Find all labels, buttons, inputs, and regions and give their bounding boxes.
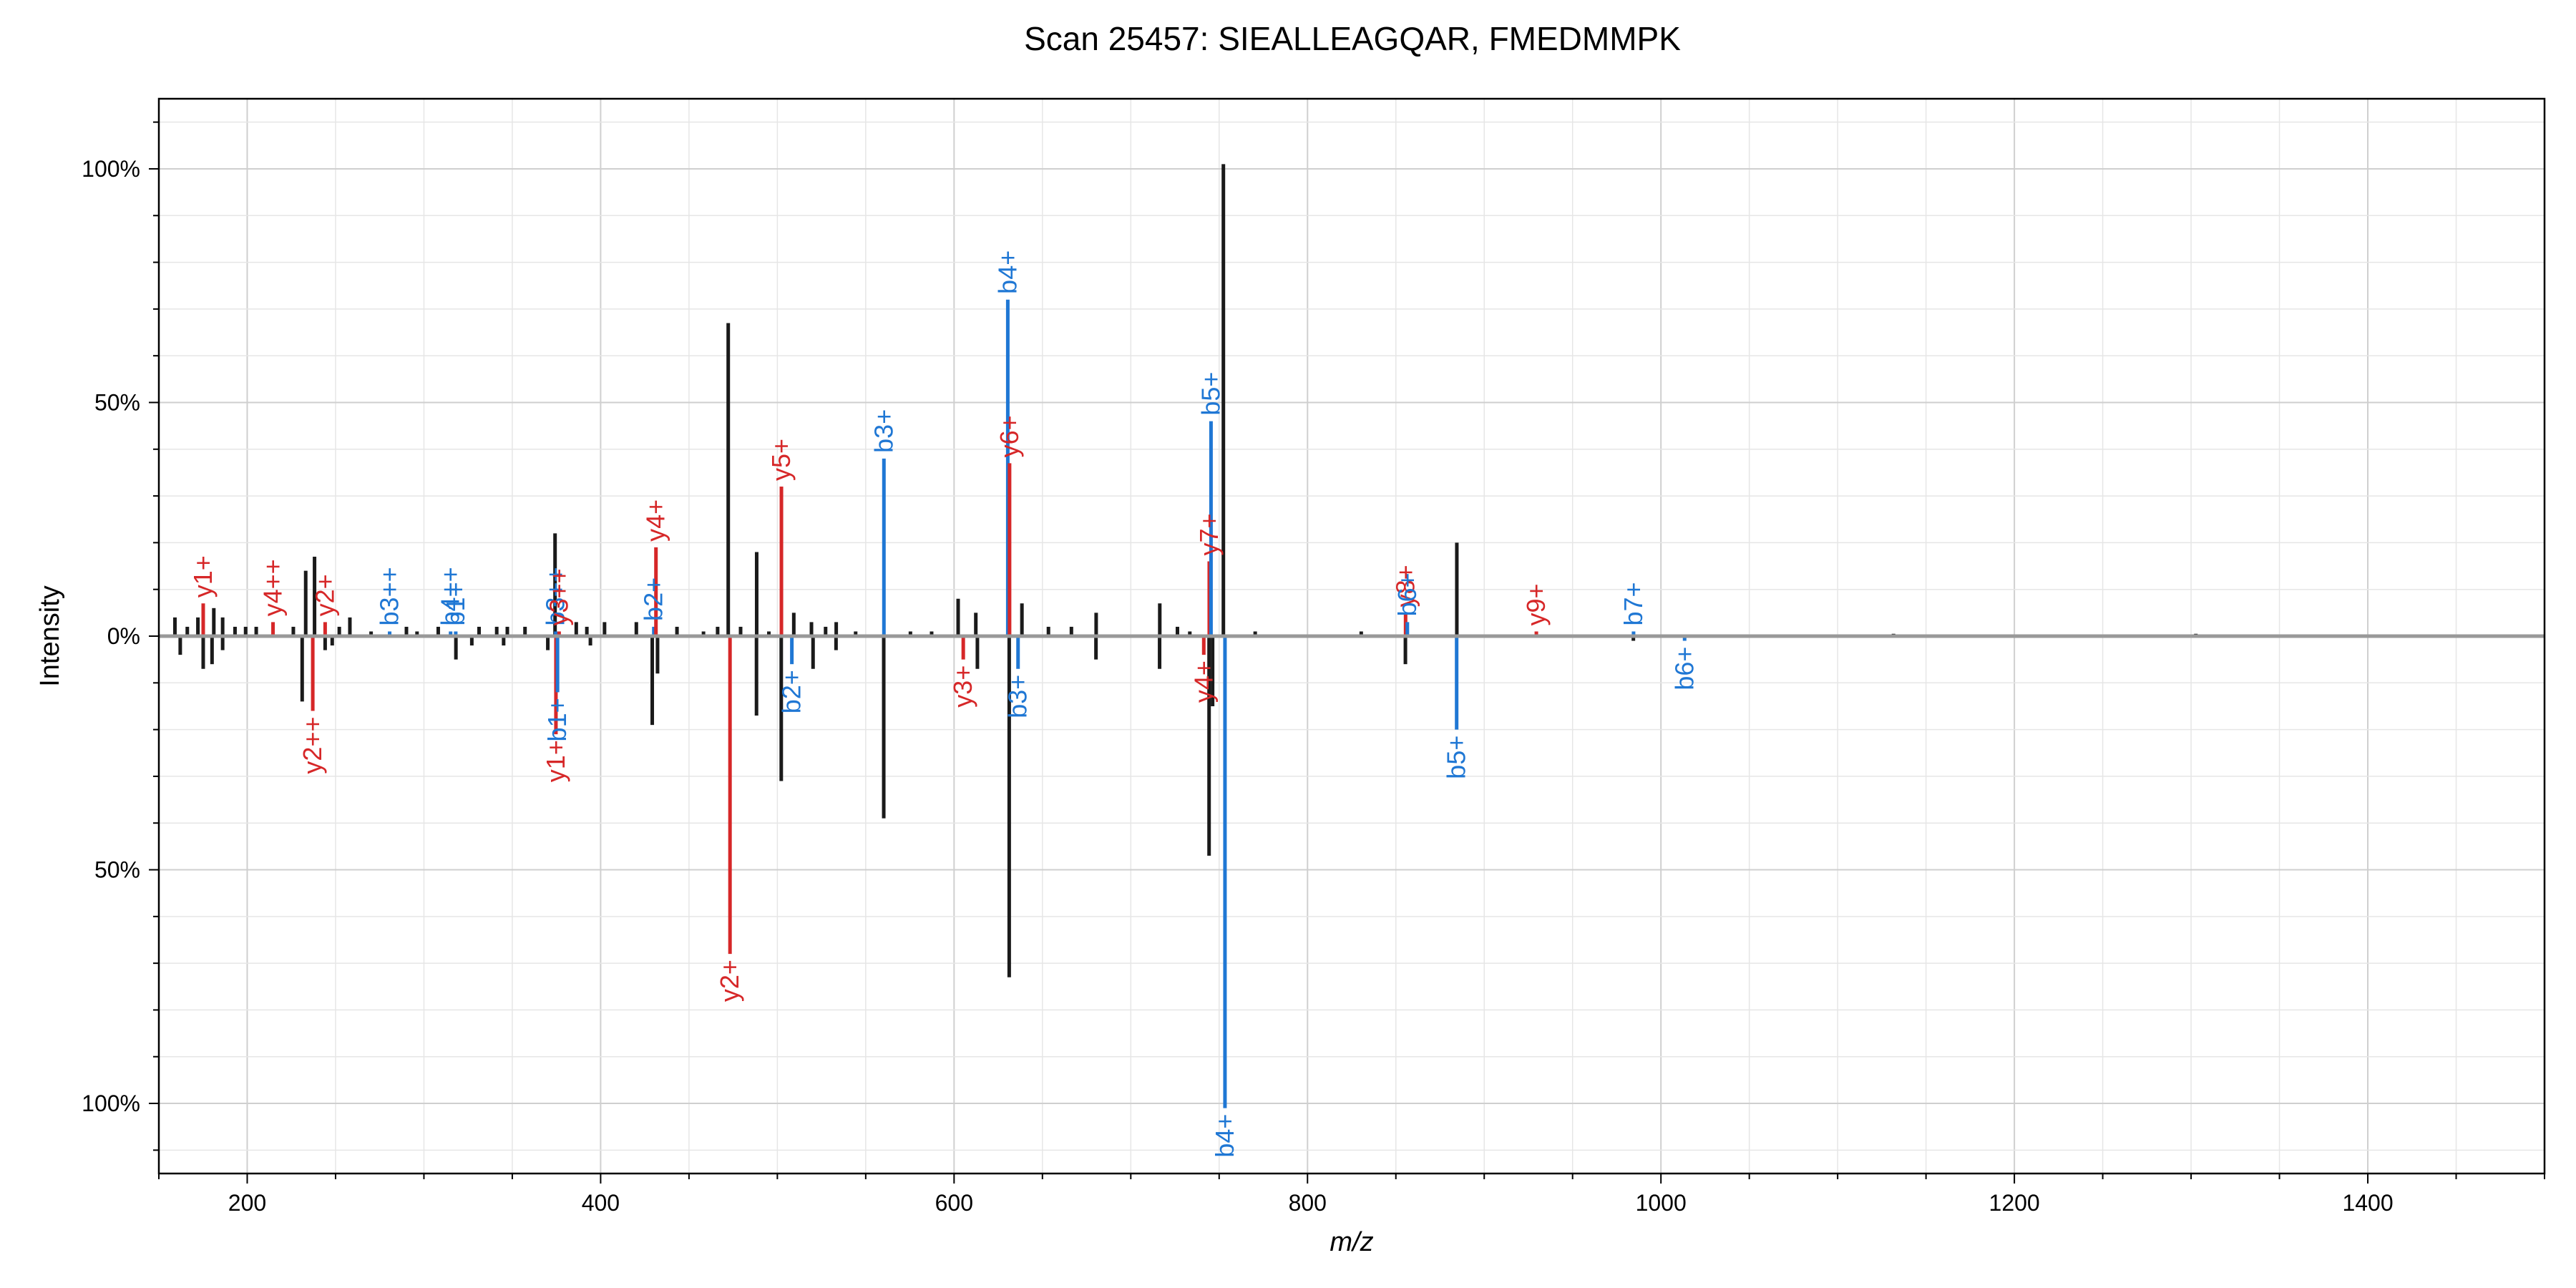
x-axis: 200 400 600 800 1000 1200 1400 <box>158 1174 2545 1216</box>
x-axis-label: m/z <box>1330 1227 1373 1257</box>
ion-labels: y1+ y4++ y2+ b3++ b4++b1+ b3++y3++ b2+y4+y5+b3… <box>188 250 1699 1158</box>
y-tick-label: 100% <box>82 1091 140 1116</box>
x-tick-label: 400 <box>582 1190 620 1216</box>
top-ion-label: b3+ <box>869 409 898 453</box>
top-ion-label: y4+ <box>641 499 670 542</box>
top-ion-label: b6+ <box>1392 572 1422 616</box>
top-ion-label: b3++ <box>375 567 404 625</box>
top-ion-label: y8+ <box>1390 565 1420 607</box>
top-ion-label: b4+ <box>992 250 1022 294</box>
bottom-ion-label: b1+ <box>542 698 572 741</box>
y-tick-label: 50% <box>94 857 140 883</box>
chart-title: Scan 25457: SIEALLEAGQAR, FMEDMMPK <box>1024 20 1681 57</box>
top-ion-label: b2+ <box>639 577 668 621</box>
bottom-ion-label: b2+ <box>777 670 806 713</box>
y-tick-label: 100% <box>82 156 140 182</box>
top-ion-label: b5+ <box>1196 372 1225 416</box>
x-tick-label: 600 <box>935 1190 973 1216</box>
y-axis: 100% 50% 0% 50% 100% <box>82 121 159 1151</box>
top-ion-label: y5+ <box>766 439 796 481</box>
y-tick-label: 0% <box>107 623 140 649</box>
top-ion-label: b7+ <box>1619 582 1648 625</box>
top-ion-label: y6+ <box>995 415 1024 457</box>
y-tick-label: 50% <box>94 389 140 415</box>
bottom-ion-label: y3+ <box>948 665 977 708</box>
y-axis-label: Intensity <box>35 585 65 687</box>
bottom-ion-label: y2++ <box>298 716 327 774</box>
top-ion-label: y1+ <box>188 555 218 597</box>
top-ion-label: b3++ <box>541 567 570 625</box>
bottom-ion-label: b5+ <box>1442 736 1471 779</box>
x-tick-label: 800 <box>1289 1190 1327 1216</box>
bottom-ion-label: b6+ <box>1669 647 1699 691</box>
top-ion-label: y4++ <box>258 559 288 616</box>
x-tick-label: 1200 <box>1989 1190 2040 1216</box>
top-ion-label: b1+ <box>441 582 470 625</box>
bottom-ion-label: y2+ <box>715 960 744 1002</box>
top-ion-label: y9+ <box>1521 583 1551 625</box>
top-ion-label: y3++ <box>544 568 573 625</box>
bottom-spectrum-peaks <box>178 636 1687 1108</box>
bottom-ion-label: y4+ <box>1189 660 1218 703</box>
top-ion-label: b4++ <box>436 567 465 625</box>
bottom-ion-label: b3+ <box>1003 675 1033 718</box>
top-ion-label: y7+ <box>1194 513 1224 555</box>
x-tick-label: 200 <box>228 1190 266 1216</box>
top-ion-label: y2+ <box>310 574 339 616</box>
bottom-ion-label: b4+ <box>1210 1114 1239 1158</box>
x-tick-label: 1400 <box>2342 1190 2393 1216</box>
plot-area: y1+ y4++ y2+ b3++ b4++b1+ b3++y3++ b2+y4+y5+b3… <box>159 164 2545 1158</box>
bottom-ion-label: y1+ <box>541 740 570 782</box>
x-tick-label: 1000 <box>1636 1190 1687 1216</box>
top-spectrum-peaks <box>172 164 2198 636</box>
